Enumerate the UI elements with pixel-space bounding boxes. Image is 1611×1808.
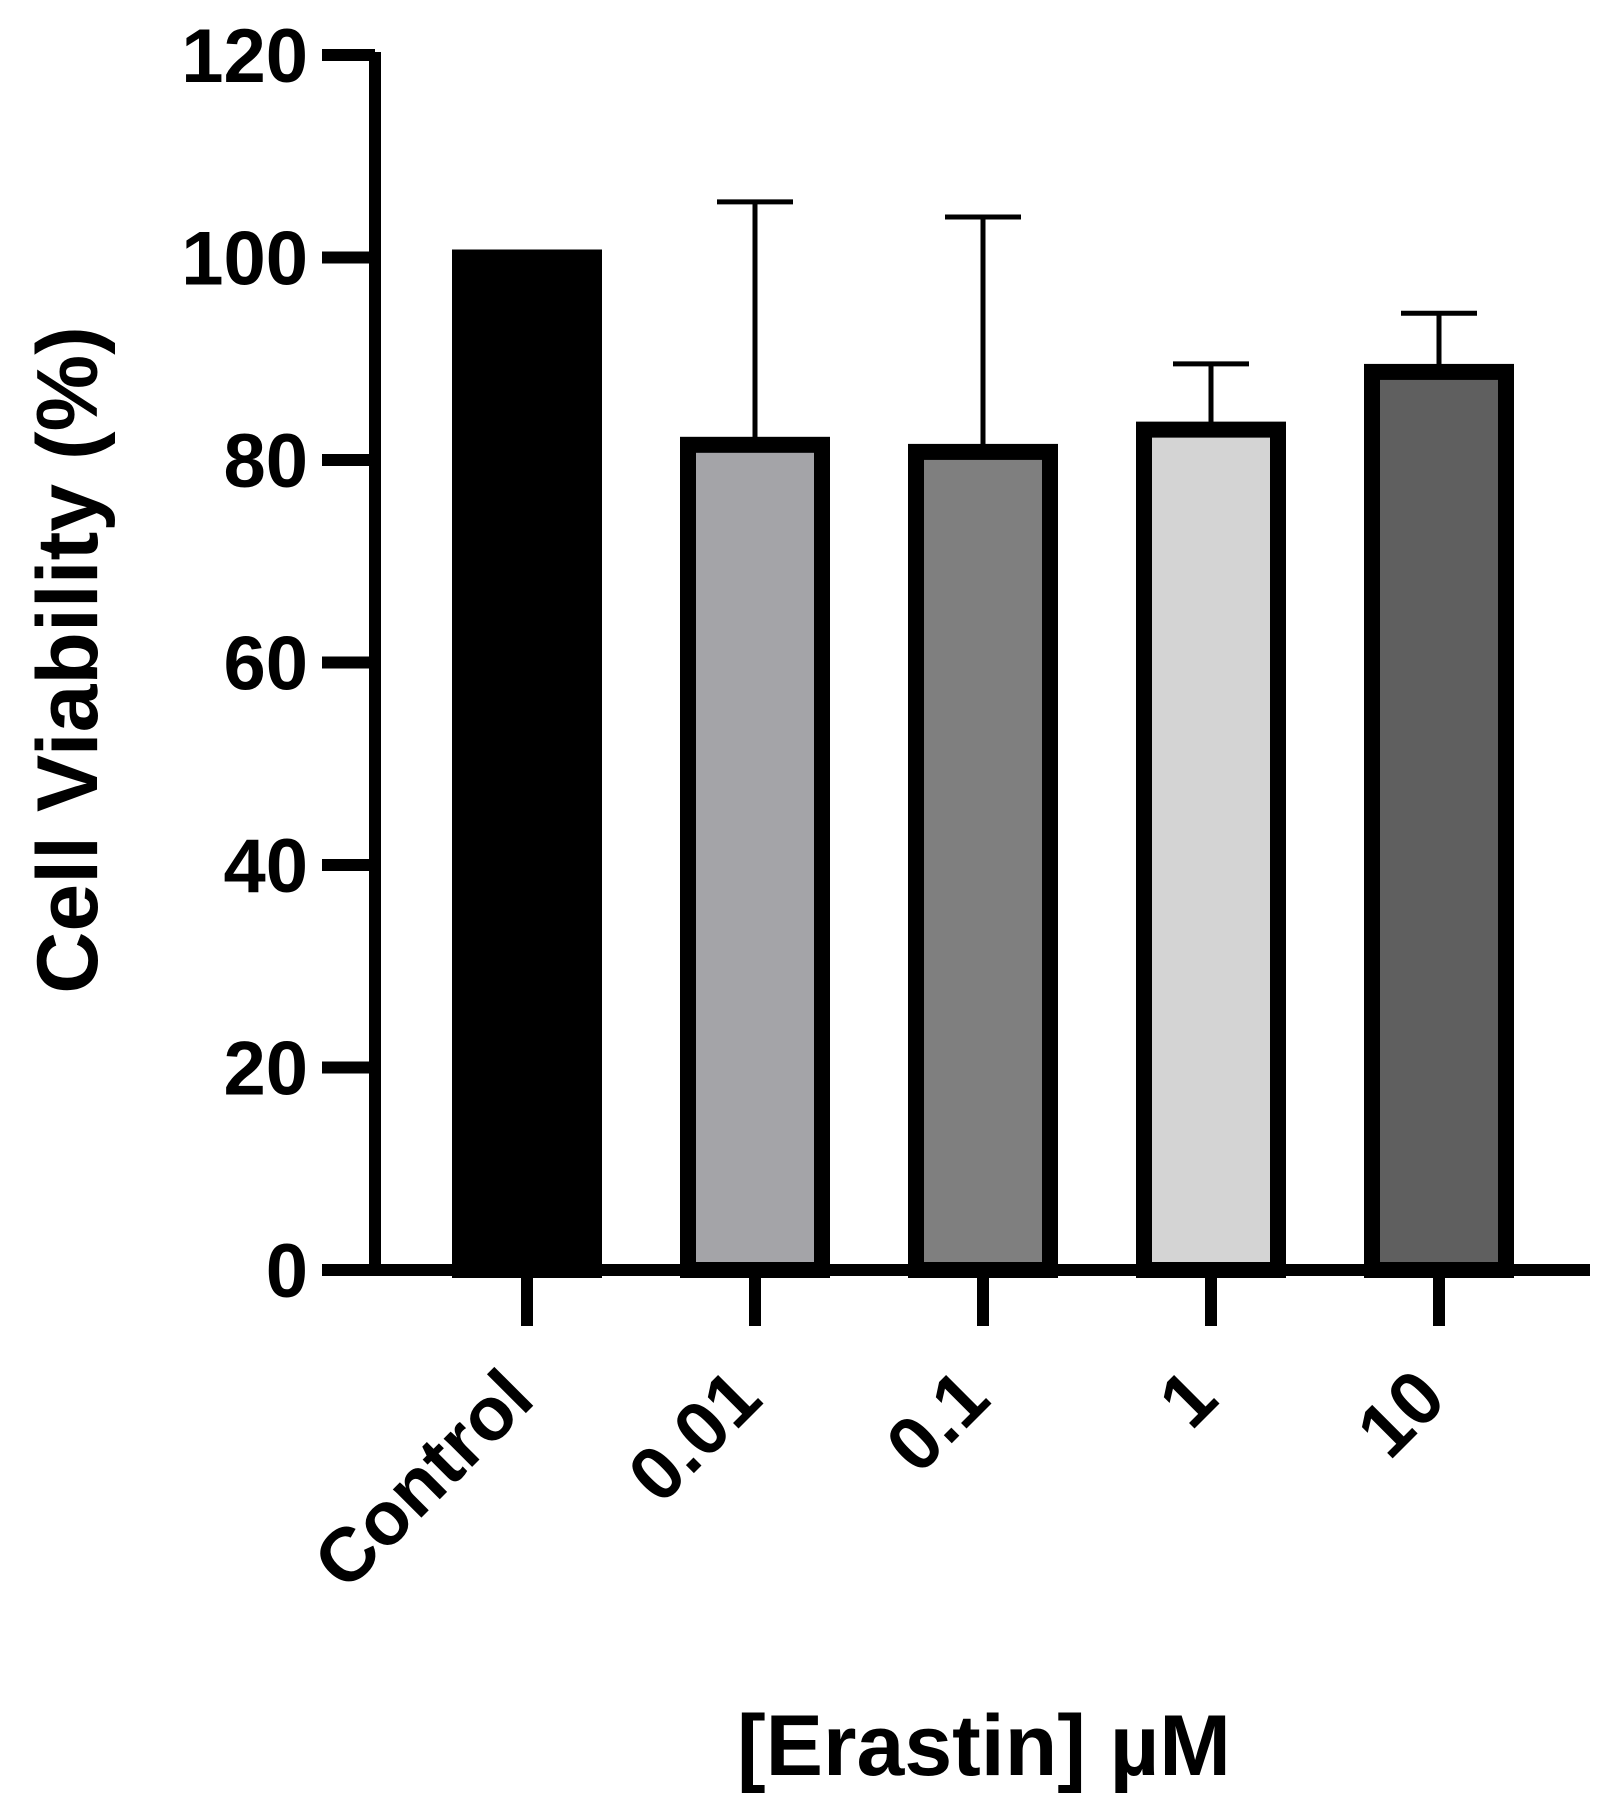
- x-tick-label: 1: [1143, 1354, 1233, 1444]
- bar: [1136, 421, 1286, 1278]
- x-tick-label: 0.1: [870, 1354, 1005, 1489]
- error-bars: [717, 199, 1477, 452]
- bar: [680, 436, 830, 1278]
- x-tick-label: Control: [298, 1354, 549, 1605]
- y-axis-title: Cell Viability (%): [20, 326, 116, 993]
- y-tick-label: 120: [181, 14, 308, 99]
- y-tick-label: 40: [223, 824, 308, 909]
- x-axis-title: [Erastin] µM: [737, 1698, 1231, 1794]
- bars: [452, 249, 1514, 1279]
- x-axis: Control 0.01 0.1 1 10: [298, 1264, 1590, 1605]
- bar: [452, 249, 602, 1278]
- bar: [908, 443, 1058, 1278]
- y-tick-label: 20: [223, 1027, 308, 1112]
- y-tick-label: 60: [223, 622, 308, 707]
- y-tick-label: 80: [223, 419, 308, 504]
- y-tick-label: 100: [181, 217, 308, 302]
- y-axis: 0 20 40 60 80 100 120: [181, 14, 381, 1314]
- x-tick-label: 10: [1341, 1354, 1461, 1474]
- bar: [1364, 363, 1514, 1279]
- x-tick-label: 0.01: [612, 1354, 777, 1519]
- y-tick-label: 0: [266, 1229, 308, 1314]
